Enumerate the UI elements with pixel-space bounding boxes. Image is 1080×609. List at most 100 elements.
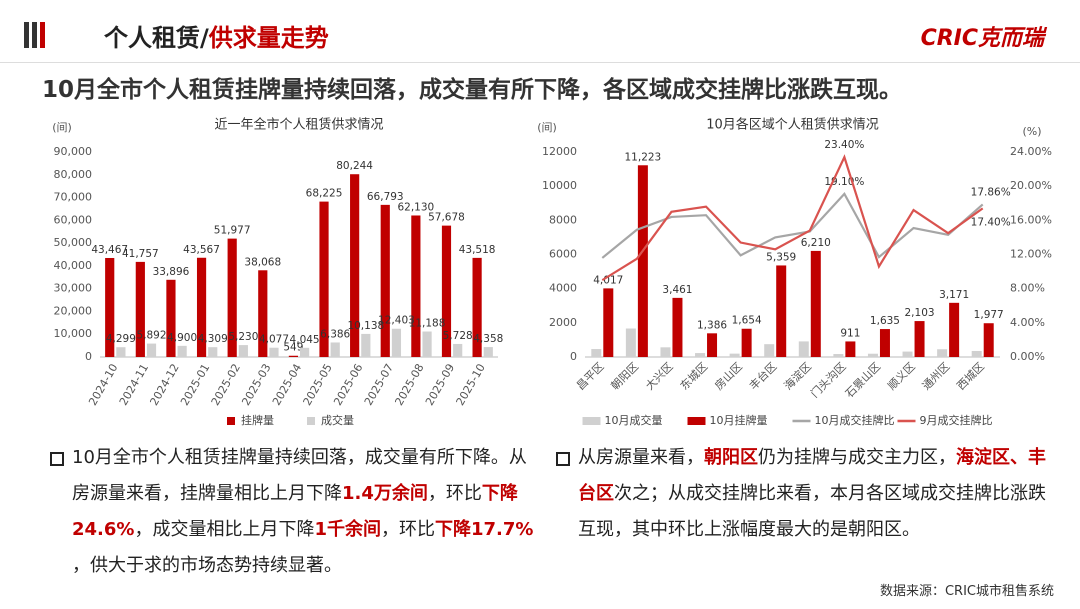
x-tick-label: 门头沟区	[808, 359, 849, 400]
bar	[350, 174, 360, 357]
y-axis-label: (间)	[52, 121, 72, 134]
y-tick-label: 30,000	[54, 282, 93, 295]
legend-swatch	[227, 417, 235, 425]
data-label: 12,403	[378, 315, 415, 327]
text: 次之；从成交挂牌比来看，本月各区域成交挂牌比涨跌互现，其中环比上涨幅度最大的是朝…	[578, 483, 1046, 540]
bar	[380, 204, 390, 357]
data-label: 1,635	[870, 315, 900, 327]
legend-label: 9月成交挂牌比	[920, 413, 993, 427]
x-tick-label: 2025-03	[239, 362, 273, 408]
bar	[330, 342, 340, 357]
logo: CRIC克而瑞	[920, 26, 1044, 51]
highlight: 1.4万余间	[342, 483, 428, 504]
data-label: 41,757	[122, 248, 159, 260]
data-label: 80,244	[336, 160, 373, 172]
y-tick-label: 40,000	[54, 259, 93, 272]
bar	[227, 238, 237, 357]
x-tick-label: 2025-01	[178, 362, 212, 408]
legend-swatch	[307, 417, 315, 425]
bar	[208, 347, 218, 357]
x-tick-label: 大兴区	[642, 359, 675, 392]
header: 个人租赁/供求量走势 CRIC克而瑞	[0, 0, 1080, 63]
title: 个人租赁/供求量走势	[104, 18, 329, 53]
y2-tick-label: 4.00%	[1010, 316, 1045, 329]
y2-tick-label: 24.00%	[1010, 145, 1052, 158]
data-label: 11,188	[409, 318, 446, 330]
bar	[798, 341, 809, 357]
x-tick-label: 2024-11	[117, 362, 151, 408]
bar	[319, 201, 329, 357]
x-tick-label: 2024-12	[147, 362, 181, 408]
data-label: 2,103	[905, 307, 935, 319]
icon	[24, 22, 29, 48]
data-label: 4,309	[198, 333, 228, 345]
data-label: 4,045	[290, 334, 320, 346]
bar	[441, 225, 452, 357]
bar	[288, 355, 298, 357]
x-tick-label: 东城区	[678, 360, 711, 393]
y-tick-label: 2000	[549, 316, 577, 329]
data-label: 3,171	[939, 289, 969, 301]
chart-title: 10月各区域个人租赁供求情况	[706, 117, 879, 133]
legend-swatch	[687, 417, 706, 425]
chart-title: 近一年全市个人租赁供求情况	[214, 117, 383, 133]
bar	[845, 341, 856, 357]
bullet: 10月全市个人租赁挂牌量持续回落，成交量有所下降。从房源量来看，挂牌量相比上月下…	[50, 440, 542, 584]
data-label: 62,130	[397, 201, 434, 213]
data-label: 5,892	[136, 330, 166, 342]
y2-tick-label: 8.00%	[1010, 282, 1045, 295]
bar	[483, 347, 493, 357]
highlight: 1千余间	[314, 519, 381, 540]
x-tick-label: 2025-07	[362, 362, 396, 408]
bar	[949, 302, 960, 357]
data-label: 5,728	[443, 330, 473, 342]
data-label: 5,359	[766, 251, 796, 263]
bar	[166, 279, 176, 357]
highlight: 海淀区、丰台区	[578, 447, 1046, 504]
bullet-marker	[556, 452, 570, 466]
x-tick-label: 2025-04	[270, 362, 304, 408]
bar	[105, 257, 115, 357]
bar	[729, 353, 740, 357]
bar	[914, 321, 925, 357]
icon	[40, 22, 45, 48]
bar	[625, 328, 636, 357]
bar	[764, 344, 775, 357]
source: 数据来源：CRIC城市租售系统	[879, 584, 1054, 599]
text: ，成交量相比上月下降	[134, 519, 315, 540]
x-tick-label: 2025-02	[209, 362, 243, 408]
bar	[238, 345, 248, 357]
x-tick-label: 2024-10	[86, 362, 120, 408]
bar	[135, 261, 145, 357]
bar	[146, 343, 157, 357]
line	[601, 191, 984, 259]
y2-tick-label: 0.00%	[1010, 350, 1045, 363]
legend-label: 10月成交量	[605, 413, 663, 427]
data-label: 1,977	[974, 309, 1004, 321]
data-label: 57,678	[428, 212, 465, 224]
data-label: 1,386	[697, 319, 727, 331]
bar	[116, 347, 126, 357]
y-tick-label: 80,000	[54, 168, 93, 181]
x-tick-label: 朝阳区	[609, 360, 642, 393]
x-tick-label: 2025-09	[423, 362, 457, 408]
x-tick-label: 海淀区	[781, 359, 814, 392]
bar	[196, 257, 207, 357]
data-label: 4,299	[106, 333, 136, 345]
bullet: 从房源量来看，朝阳区仍为挂牌与成交主力区，海淀区、丰台区次之；从成交挂牌比来看，…	[556, 440, 1050, 548]
bar	[391, 328, 402, 357]
data-label: 911	[840, 327, 860, 339]
bar	[637, 165, 648, 357]
y-axis-label: (间)	[537, 121, 557, 134]
bar	[879, 329, 890, 357]
data-label: 23.40%	[824, 139, 864, 151]
text: ，环比	[427, 483, 482, 504]
data-label: 549	[283, 342, 303, 354]
bar	[422, 331, 432, 357]
highlight: 下降24.6%	[72, 483, 518, 540]
data-label: 6,386	[320, 328, 350, 340]
data-label: 68,225	[306, 188, 343, 200]
data-label: 11,223	[625, 151, 662, 163]
y-tick-label: 0	[85, 350, 92, 363]
bar	[833, 354, 844, 357]
